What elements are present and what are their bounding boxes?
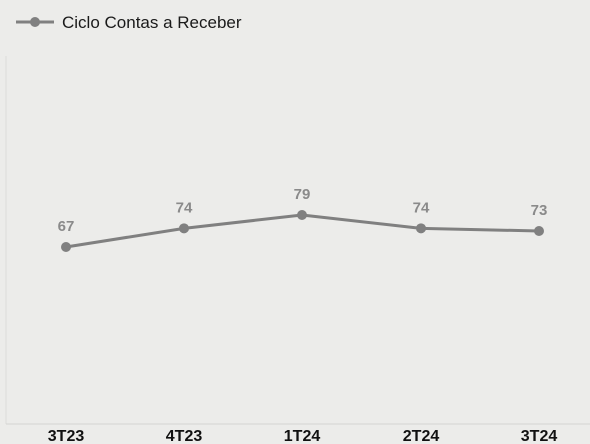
data-point <box>297 210 307 220</box>
plot-area: 67 74 79 74 73 <box>58 186 548 252</box>
data-point <box>416 223 426 234</box>
x-tick-label: 3T24 <box>521 428 558 444</box>
data-label: 74 <box>176 199 193 216</box>
data-label: 67 <box>58 218 75 235</box>
data-point <box>61 242 71 252</box>
legend-label: Ciclo Contas a Receber <box>62 13 242 32</box>
data-label: 74 <box>413 199 430 216</box>
data-point <box>179 223 189 234</box>
chart-frame <box>5 56 590 425</box>
x-axis-ticks: 3T23 4T23 1T24 2T24 3T24 <box>48 428 558 444</box>
data-label: 79 <box>294 186 311 203</box>
x-tick-label: 2T24 <box>403 428 440 444</box>
x-tick-label: 1T24 <box>284 428 321 444</box>
data-point <box>534 226 544 236</box>
chart-legend: Ciclo Contas a Receber <box>16 13 242 32</box>
x-tick-label: 3T23 <box>48 428 85 444</box>
data-label: 73 <box>531 202 548 219</box>
legend-point-marker <box>30 17 40 27</box>
x-tick-label: 4T23 <box>166 428 203 444</box>
